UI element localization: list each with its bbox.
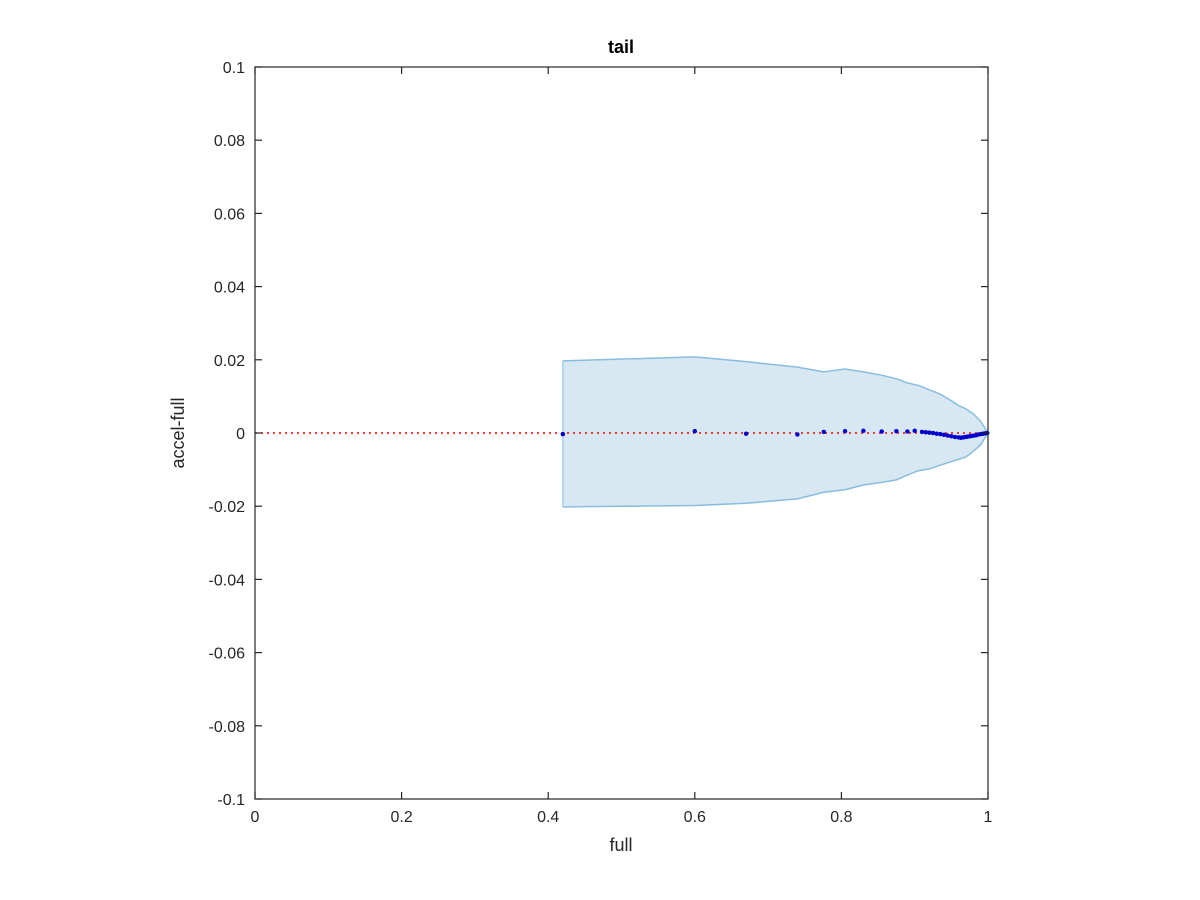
data-point (912, 428, 917, 434)
data-point (923, 430, 928, 435)
data-point (952, 434, 958, 440)
y-tick-label: -0.02 (209, 499, 246, 516)
y-tick-label: -0.08 (209, 719, 246, 736)
y-tick-label: -0.04 (209, 572, 246, 589)
data-point (879, 429, 884, 434)
x-tick-label: 0.2 (390, 809, 412, 826)
data-point (905, 429, 910, 434)
data-point (894, 428, 899, 434)
data-point (821, 429, 827, 435)
y-tick-label: 0.04 (214, 280, 245, 297)
x-tick-label: 0.4 (537, 809, 559, 826)
data-point (949, 434, 954, 439)
chart-title: tail (608, 37, 634, 57)
y-tick-label: 0.1 (223, 60, 245, 77)
data-point (927, 430, 932, 435)
data-point (743, 431, 749, 436)
data-point (941, 432, 947, 438)
x-tick-label: 0.6 (684, 809, 706, 826)
y-tick-label: 0.02 (214, 353, 245, 370)
data-point (938, 431, 943, 437)
y-tick-label: 0.06 (214, 206, 245, 223)
data-point (934, 431, 939, 436)
data-point (560, 431, 566, 437)
band-upper-edge (562, 356, 989, 434)
data-point (842, 428, 848, 434)
x-tick-label: 0.8 (830, 809, 852, 826)
band-lower-edge (562, 432, 989, 508)
y-tick-label: 0.08 (214, 133, 245, 150)
data-point (930, 430, 936, 436)
x-axis-label: full (609, 835, 632, 855)
data-point (692, 428, 698, 434)
data-point (861, 428, 866, 434)
y-tick-label: 0 (236, 426, 245, 443)
data-point (919, 429, 925, 435)
data-point (945, 433, 950, 438)
y-tick-label: -0.06 (209, 646, 246, 663)
confidence-band (562, 356, 988, 507)
y-axis-label: accel-full (168, 397, 188, 468)
data-point (795, 432, 800, 437)
y-tick-label: -0.1 (217, 792, 245, 809)
x-tick-label: 0 (251, 809, 260, 826)
x-tick-label: 1 (984, 809, 993, 826)
